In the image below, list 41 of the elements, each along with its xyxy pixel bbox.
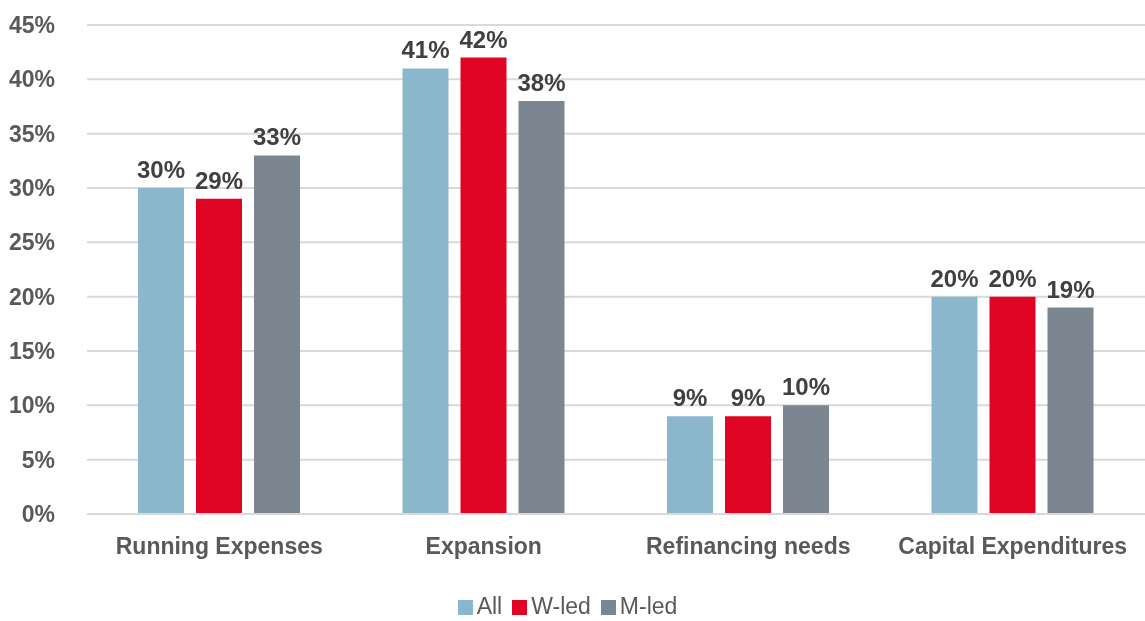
y-tick-label: 40% — [8, 66, 55, 93]
data-label: 33% — [252, 123, 302, 151]
data-label: 42% — [459, 25, 508, 53]
x-tick-label: Refinancing needs — [646, 533, 851, 560]
bar — [254, 155, 300, 514]
y-tick-label: 15% — [8, 338, 55, 365]
bar — [783, 405, 829, 514]
bar — [138, 188, 184, 514]
y-tick-label: 30% — [8, 175, 55, 202]
bar — [725, 416, 771, 514]
y-tick-label: 25% — [8, 229, 55, 256]
data-label: 38% — [517, 69, 566, 97]
y-tick-label: 10% — [8, 392, 55, 419]
data-label: 29% — [194, 166, 244, 194]
data-label: 9% — [672, 384, 708, 412]
legend-label: W-led — [531, 593, 591, 619]
legend-label: M-led — [619, 593, 678, 619]
data-label: 10% — [781, 373, 831, 401]
bar — [460, 57, 507, 514]
x-tick-label: Running Expenses — [115, 533, 323, 560]
bar — [931, 296, 978, 514]
data-label: 30% — [136, 156, 186, 183]
bar — [667, 416, 713, 514]
bar — [1047, 307, 1094, 514]
x-tick-label: Expansion — [425, 533, 542, 560]
y-tick-label: 35% — [8, 120, 55, 147]
y-tick-label: 0% — [21, 501, 55, 528]
legend-label: All — [476, 593, 503, 619]
y-tick-label: 5% — [21, 446, 55, 473]
bar — [518, 101, 565, 514]
y-tick-label: 20% — [8, 283, 55, 310]
data-label: 9% — [730, 384, 766, 412]
data-label: 19% — [1046, 275, 1095, 303]
data-label: 20% — [930, 264, 979, 292]
data-label: 20% — [988, 264, 1037, 292]
bar — [196, 198, 242, 514]
x-tick-label: Capital Expenditures — [898, 533, 1128, 560]
data-label: 41% — [401, 36, 450, 64]
y-tick-label: 45% — [8, 12, 55, 39]
bar — [402, 68, 449, 514]
bar — [989, 296, 1036, 514]
